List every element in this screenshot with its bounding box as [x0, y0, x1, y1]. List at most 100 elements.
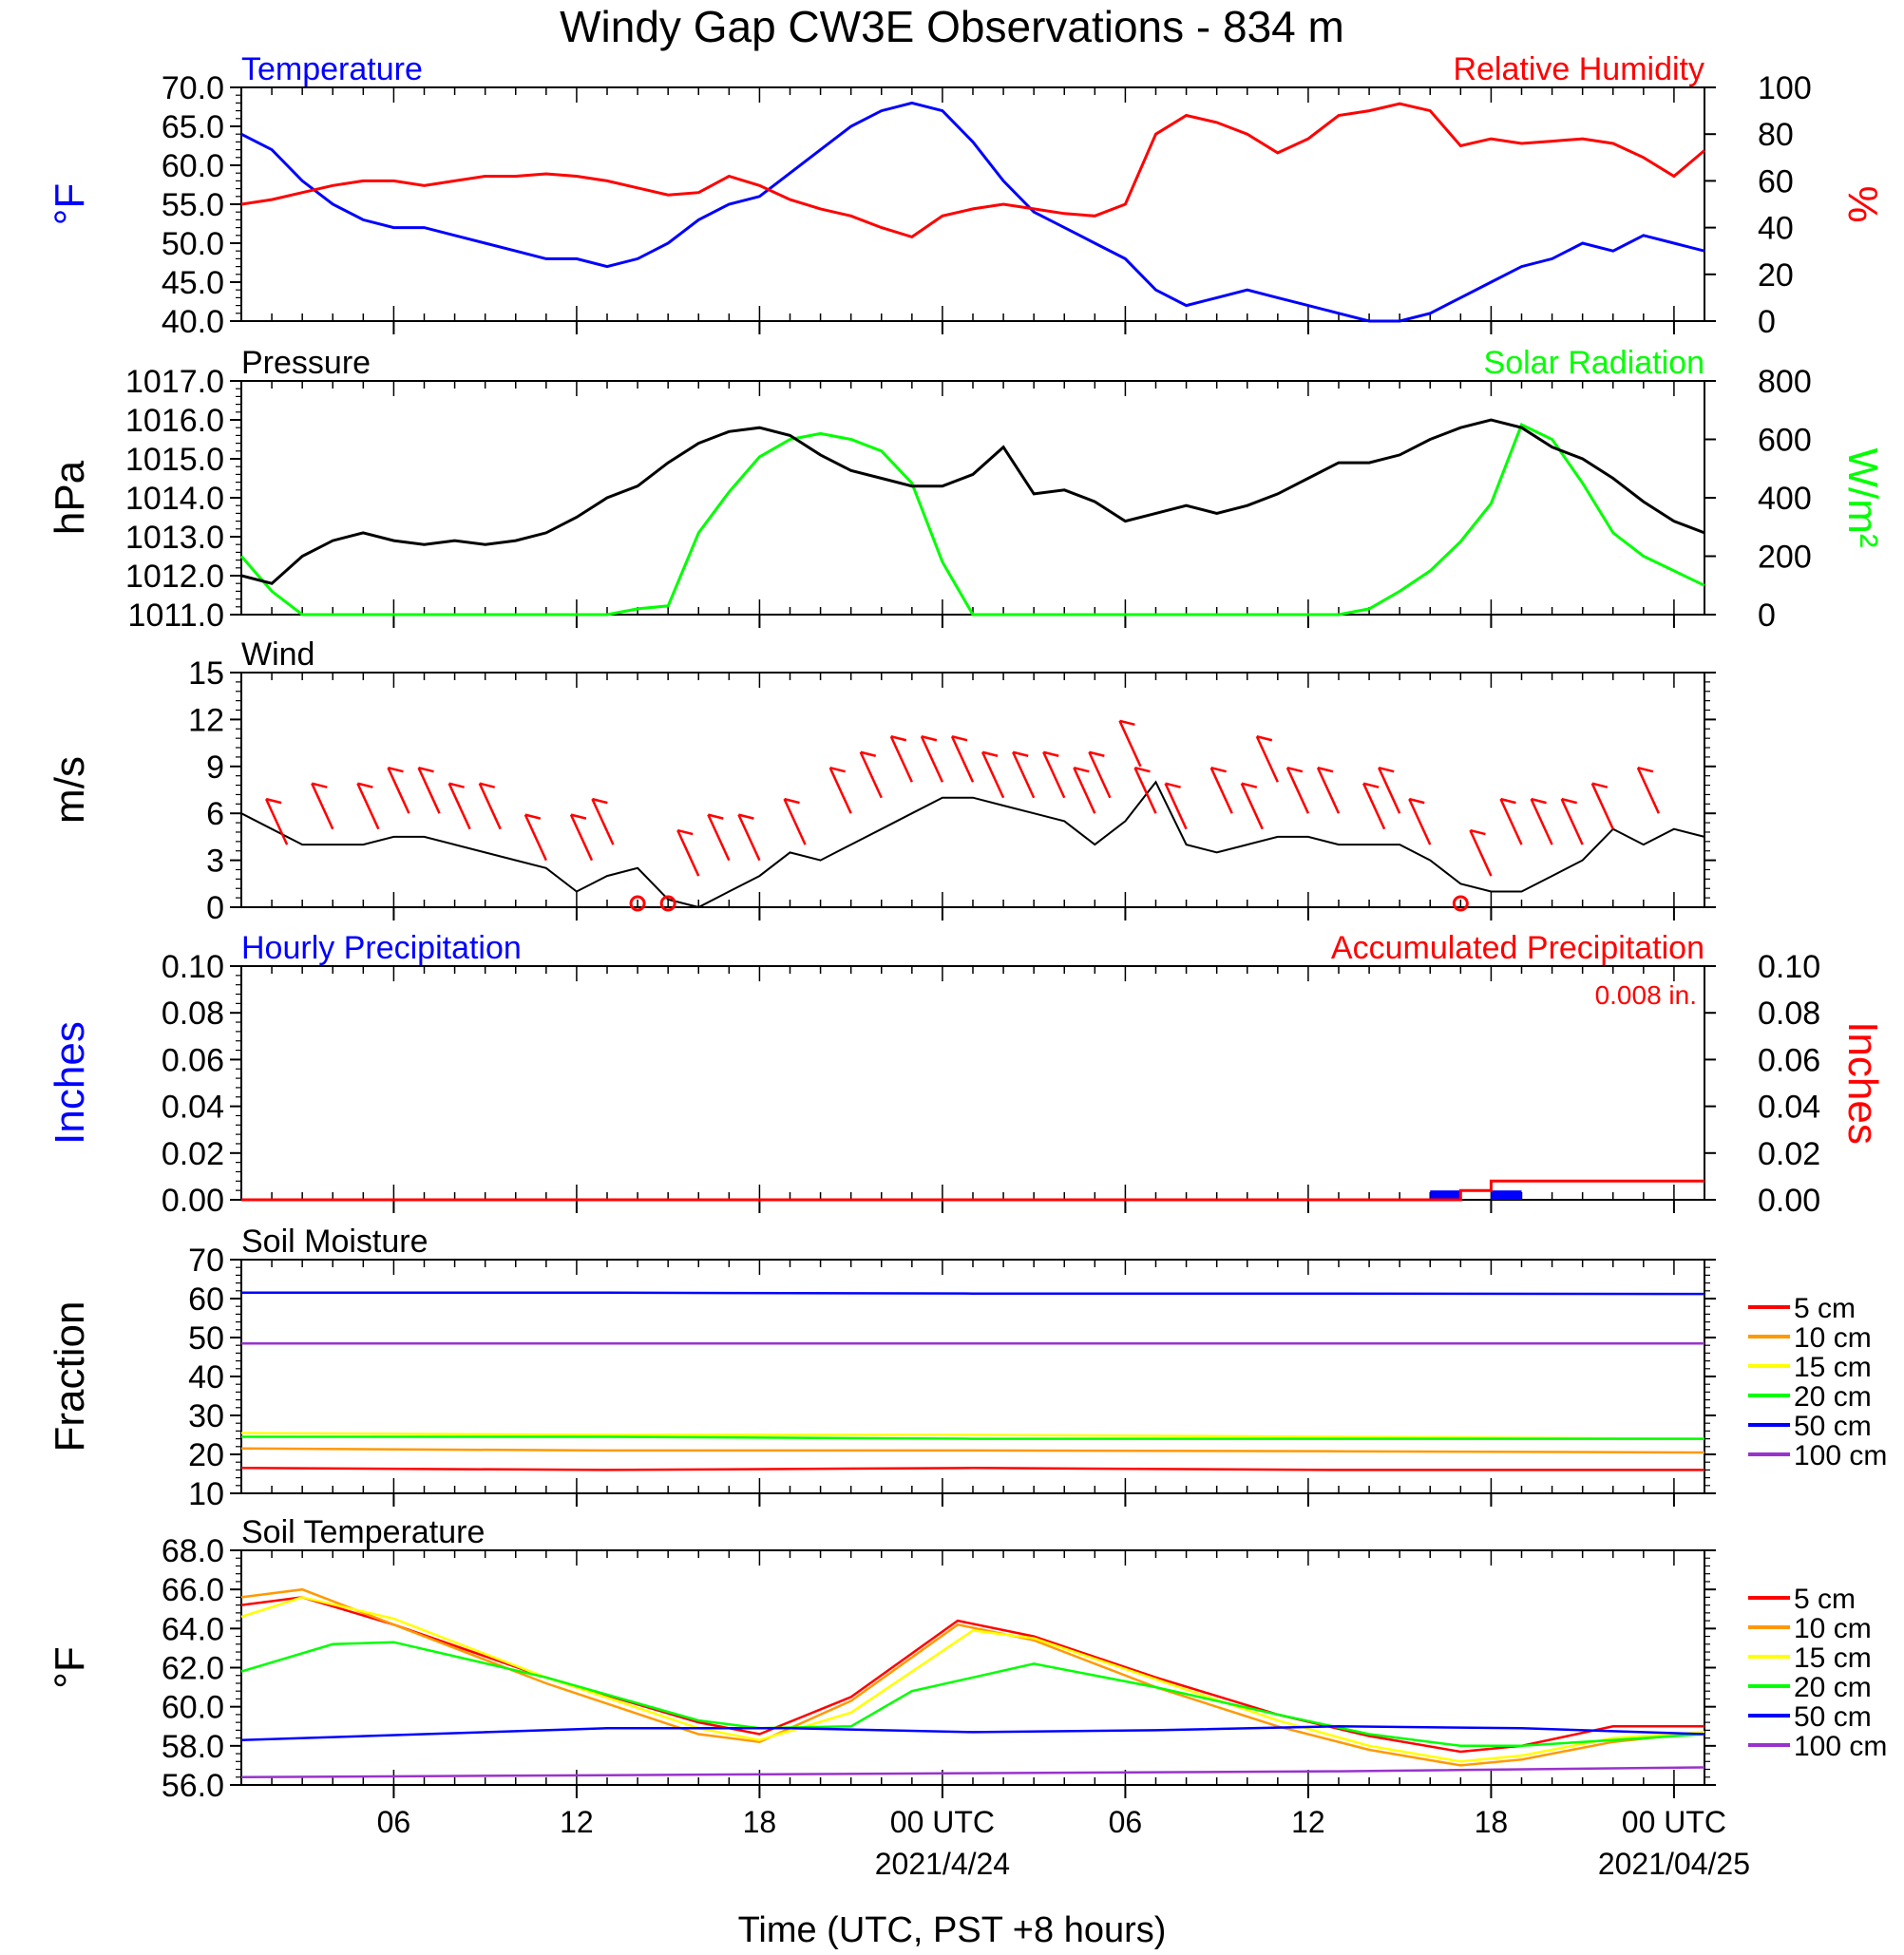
panel-title-left: Wind — [241, 636, 314, 673]
wind-barb — [1118, 720, 1142, 768]
x-tick-label: 06 — [1109, 1805, 1143, 1839]
y-axis-label-left: Inches — [47, 1021, 93, 1145]
wind-barb-flag — [784, 797, 800, 805]
wind-barb-flag — [1317, 766, 1334, 773]
depth-line-20cm — [241, 1435, 1704, 1440]
wind-barb-flag — [708, 813, 724, 820]
wind-barb-flag — [1470, 828, 1486, 836]
y-tick-label-right: 0.08 — [1758, 996, 1820, 1032]
y-tick-label-right: 400 — [1758, 481, 1812, 517]
wind-barb-flag — [418, 766, 434, 773]
calm-wind-marker — [629, 895, 646, 912]
wind-barb — [1530, 798, 1553, 845]
wind-barb-flag — [890, 735, 907, 742]
y-tick-label: 30 — [188, 1398, 224, 1434]
y-tick-label: 20 — [188, 1437, 224, 1473]
y-tick-label: 0.08 — [162, 996, 224, 1032]
wind-barb-flag — [1241, 782, 1258, 788]
wind-barb-flag — [1286, 766, 1304, 773]
y-tick-label-right: 40 — [1758, 211, 1794, 247]
wind-barb — [859, 751, 883, 799]
legend-label: 20 cm — [1794, 1672, 1872, 1703]
y-tick-label: 60.0 — [162, 1690, 224, 1726]
legend-label: 100 cm — [1794, 1731, 1887, 1762]
accumulated-total-label: 0.008 in. — [1595, 980, 1697, 1010]
wind-barb — [591, 798, 615, 845]
wind-barb — [478, 783, 502, 830]
wind-barb-flag — [1210, 766, 1228, 773]
legend-label: 15 cm — [1794, 1642, 1872, 1674]
wind-barb — [1499, 798, 1523, 845]
wind-barb — [387, 767, 410, 814]
x-axis-label: Time (UTC, PST +8 hours) — [738, 1910, 1167, 1950]
panel-pressure_solar: 1017.01016.01015.01014.01013.01012.01011… — [47, 345, 1886, 634]
y-tick-label: 65.0 — [162, 109, 224, 145]
wind-barb-flag — [829, 766, 846, 773]
solar-radiation-line — [239, 423, 1705, 617]
wind-barb — [783, 798, 807, 845]
panel-title-right: Accumulated Precipitation — [1331, 930, 1704, 966]
y-tick-label-right: 600 — [1758, 423, 1812, 459]
x-tick-label: 12 — [1291, 1805, 1325, 1839]
pressure-line — [240, 418, 1705, 585]
y-tick-label: 62.0 — [162, 1651, 224, 1687]
wind-barb — [1255, 735, 1279, 783]
wind-barb-flag — [479, 782, 496, 788]
panel-title-left: Soil Temperature — [241, 1514, 485, 1550]
y-tick-label: 1017.0 — [125, 364, 224, 400]
wind-barb-flag — [1591, 782, 1609, 788]
y-tick-label-right: 0.10 — [1758, 949, 1820, 985]
wind-barb — [264, 798, 289, 845]
y-axis-label-left: °F — [47, 183, 93, 225]
plot-frame — [240, 380, 1705, 616]
wind-speed-line — [240, 780, 1705, 909]
wind-barb — [1240, 783, 1264, 830]
y-tick-label: 60 — [188, 1281, 224, 1318]
wind-barb — [1361, 783, 1386, 830]
y-tick-label-right: 0 — [1758, 304, 1776, 340]
y-tick-label: 50 — [188, 1320, 224, 1357]
humidity-line — [240, 102, 1705, 239]
wind-barb — [1088, 751, 1112, 799]
y-tick-label: 40 — [188, 1359, 224, 1395]
wind-barb — [1316, 767, 1341, 814]
y-tick-label-right: 200 — [1758, 540, 1812, 576]
hourly-precip-bar — [1430, 1190, 1461, 1200]
legend-label: 20 cm — [1794, 1381, 1872, 1413]
y-axis-label-left: Fraction — [47, 1301, 93, 1452]
accumulated-precip-line — [241, 1179, 1704, 1202]
calm-wind-marker — [1452, 895, 1469, 912]
wind-barb-flag — [1500, 797, 1516, 805]
wind-barb-flag — [265, 797, 282, 805]
y-tick-label-right: 20 — [1758, 257, 1794, 294]
plot-frame — [240, 672, 1705, 908]
wind-barb-flag — [1408, 797, 1425, 805]
y-tick-label-right: 0.06 — [1758, 1042, 1820, 1078]
depth-line-5cm — [240, 1596, 1704, 1754]
y-axis-label-left: m/s — [47, 756, 93, 824]
wind-barb — [1408, 798, 1432, 845]
wind-barb-flag — [1012, 750, 1029, 757]
panel-title-left: Hourly Precipitation — [241, 930, 522, 966]
y-tick-label: 12 — [188, 702, 224, 738]
wind-barb — [920, 735, 944, 783]
y-tick-label: 9 — [206, 750, 224, 786]
wind-barb-flag — [1256, 735, 1273, 742]
wind-barb — [1469, 829, 1493, 877]
calm-wind-marker — [659, 895, 676, 912]
panel-temp_rh: 70.065.060.055.050.045.040.0 100 80 60 40 20 0… — [47, 51, 1886, 340]
wind-barb-flag — [1119, 719, 1135, 727]
wind-barb — [1133, 767, 1157, 814]
wind-barb-flag — [570, 813, 587, 820]
legend-label: 10 cm — [1794, 1322, 1872, 1354]
legend-label: 15 cm — [1794, 1352, 1872, 1383]
y-tick-label: 58.0 — [162, 1729, 224, 1765]
panel-soil_temp: 68.066.064.0 62.060.058.056.0 Soil Tempera… — [47, 1514, 1716, 1804]
plot-frame — [240, 965, 1705, 1201]
wind-barb-flag — [357, 782, 373, 788]
x-tick-label: 06 — [377, 1805, 411, 1839]
depth-line-15cm — [240, 1596, 1705, 1763]
y-tick-label-right: 60 — [1758, 163, 1794, 199]
wind-barb-flag — [1637, 766, 1654, 773]
